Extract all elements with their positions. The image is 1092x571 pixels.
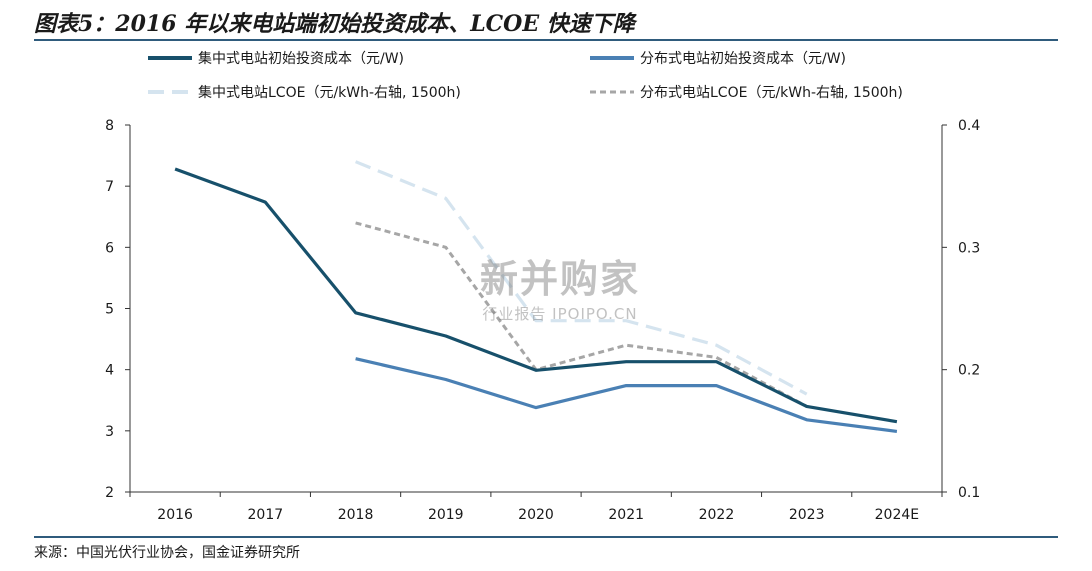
legend-swatch-series-1 (590, 56, 634, 60)
y-right-tick-label: 0.3 (958, 240, 980, 256)
y-right-tick-label: 0.4 (958, 118, 980, 134)
series-line-1 (355, 357, 898, 433)
y-left-tick-label: 2 (105, 485, 114, 501)
x-tick-label: 2016 (157, 507, 193, 523)
legend-label-series-2: 集中式电站LCOE（元/kWh-右轴, 1500h) (198, 85, 461, 101)
x-tick-label: 2024E (875, 507, 919, 523)
y-left-tick-label: 3 (105, 424, 114, 440)
y-left-tick-label: 5 (105, 302, 114, 318)
legend-swatch-series-3 (590, 90, 634, 94)
legend-label-series-3: 分布式电站LCOE（元/kWh-右轴, 1500h) (640, 85, 903, 101)
series-line-3 (355, 221, 808, 408)
legend-swatch-series-0 (148, 56, 192, 60)
x-tick-label: 2021 (608, 507, 644, 523)
x-tick-label: 2017 (248, 507, 284, 523)
y-left-tick-label: 4 (105, 363, 114, 379)
x-tick-label: 2018 (338, 507, 374, 523)
chart-title: 图表5：2016 年以来电站端初始投资成本、LCOE 快速下降 (34, 11, 635, 37)
x-tick-label: 2022 (699, 507, 735, 523)
x-tick-label: 2020 (518, 507, 554, 523)
series-line-2 (354, 160, 808, 396)
source-note: 来源：中国光伏行业协会，国金证券研究所 (34, 545, 300, 561)
y-right-tick-label: 0.2 (958, 363, 980, 379)
title-divider (34, 39, 1058, 41)
y-right-tick-label: 0.1 (958, 485, 980, 501)
legend-swatch-series-2 (148, 90, 192, 94)
y-left-tick-label: 7 (105, 179, 114, 195)
y-left-tick-label: 8 (105, 118, 114, 134)
legend-label-series-0: 集中式电站初始投资成本（元/W) (198, 51, 405, 67)
x-tick-label: 2023 (789, 507, 825, 523)
x-tick-label: 2019 (428, 507, 464, 523)
legend-item-series-0: 集中式电站初始投资成本（元/W) (148, 48, 404, 68)
legend-item-series-3: 分布式电站LCOE（元/kWh-右轴, 1500h) (590, 82, 903, 102)
footer-divider (34, 536, 1058, 538)
series-line-0 (174, 167, 898, 424)
y-left-tick-label: 6 (105, 240, 114, 256)
legend: 集中式电站初始投资成本（元/W) 分布式电站初始投资成本（元/W) 集中式电站L… (0, 44, 1092, 109)
legend-item-series-2: 集中式电站LCOE（元/kWh-右轴, 1500h) (148, 82, 461, 102)
legend-item-series-1: 分布式电站初始投资成本（元/W) (590, 48, 846, 68)
legend-label-series-1: 分布式电站初始投资成本（元/W) (640, 51, 847, 67)
